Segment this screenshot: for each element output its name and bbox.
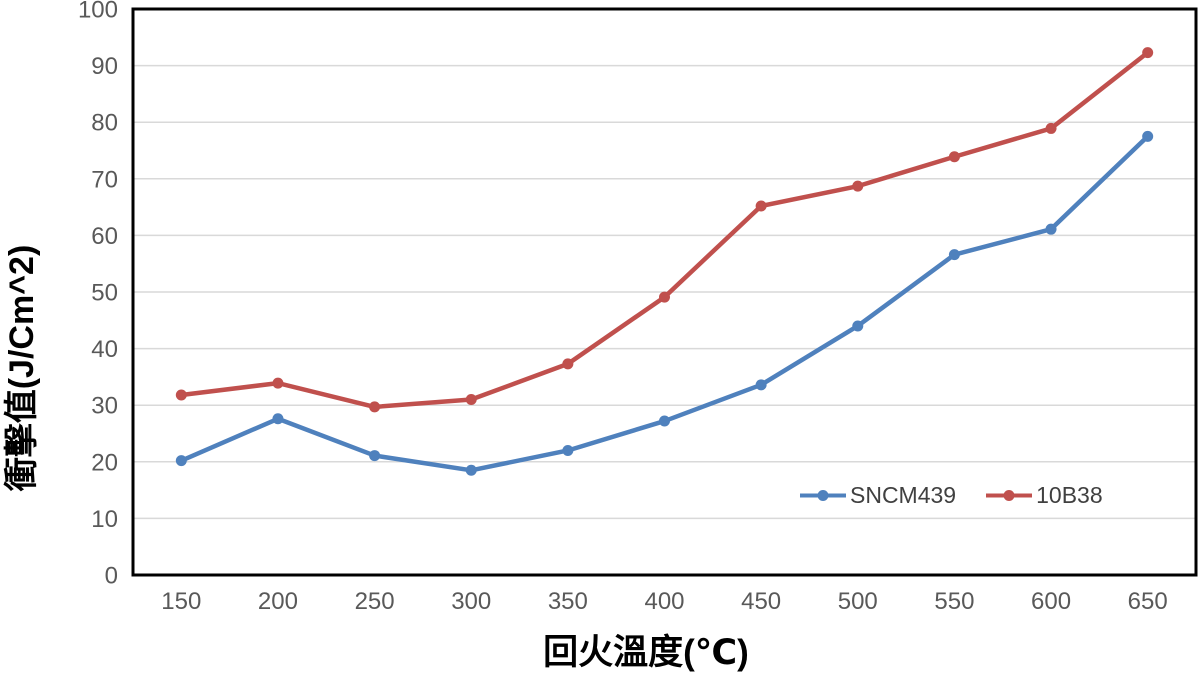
data-point-sncm439 [369, 450, 381, 462]
data-point-10b38 [948, 151, 960, 163]
plot-border [131, 7, 1198, 577]
data-point-sncm439 [755, 379, 767, 391]
y-tick-label: 20 [91, 449, 118, 476]
y-tick-label: 100 [78, 0, 118, 24]
legend-item-sncm439: SNCM439 [800, 482, 956, 509]
data-point-sncm439 [465, 464, 477, 476]
data-point-sncm439 [659, 415, 670, 427]
legend-item-10b38: 10B38 [986, 482, 1103, 509]
data-point-10b38 [852, 180, 864, 192]
x-tick-label: 200 [258, 588, 298, 615]
data-point-sncm439 [562, 444, 574, 456]
legend-label: 10B38 [1036, 482, 1103, 508]
data-point-sncm439 [272, 413, 284, 425]
y-tick-label: 0 [105, 563, 118, 590]
data-point-sncm439 [1045, 223, 1057, 235]
y-tick-label: 70 [91, 166, 118, 193]
y-tick-label: 80 [91, 110, 118, 137]
x-axis-title: 回火溫度(℃) [543, 633, 749, 672]
line-marker-icon [986, 490, 1033, 501]
series-line-10b38 [179, 50, 1150, 410]
data-point-10b38 [755, 200, 767, 212]
data-point-10b38 [562, 358, 574, 370]
data-point-sncm439 [948, 249, 960, 261]
data-point-sncm439 [1142, 130, 1154, 142]
y-tick-label: 30 [91, 393, 118, 420]
x-tick-label: 500 [838, 588, 878, 615]
y-tick-label: 50 [91, 280, 118, 307]
x-tick-label: 450 [741, 588, 781, 615]
y-tick-label: 10 [91, 506, 118, 533]
data-point-10b38 [1045, 122, 1057, 134]
y-tick-label: 90 [91, 53, 118, 80]
data-point-10b38 [272, 377, 284, 389]
data-point-sncm439 [175, 455, 187, 467]
x-tick-label: 350 [548, 588, 588, 615]
y-tick-label: 60 [91, 223, 118, 250]
data-point-10b38 [465, 394, 477, 406]
x-tick-label: 250 [355, 588, 395, 615]
x-tick-label: 400 [644, 588, 684, 615]
data-point-10b38 [369, 401, 381, 413]
x-tick-label: 600 [1031, 588, 1071, 615]
legend: SNCM439 10B38 [800, 482, 1103, 509]
line-marker-icon [800, 490, 846, 501]
x-tick-label: 150 [161, 588, 201, 615]
y-tick-label: 40 [91, 336, 118, 363]
data-point-10b38 [175, 389, 187, 401]
x-tick-label: 550 [934, 588, 974, 615]
data-point-sncm439 [852, 320, 864, 332]
x-tick-label: 650 [1128, 588, 1168, 615]
x-tick-label: 300 [451, 588, 491, 615]
data-point-10b38 [1142, 47, 1154, 59]
y-axis-title: 衝擊值(J/Cm^2) [3, 244, 41, 492]
legend-label: SNCM439 [850, 482, 957, 508]
data-point-10b38 [659, 291, 670, 303]
